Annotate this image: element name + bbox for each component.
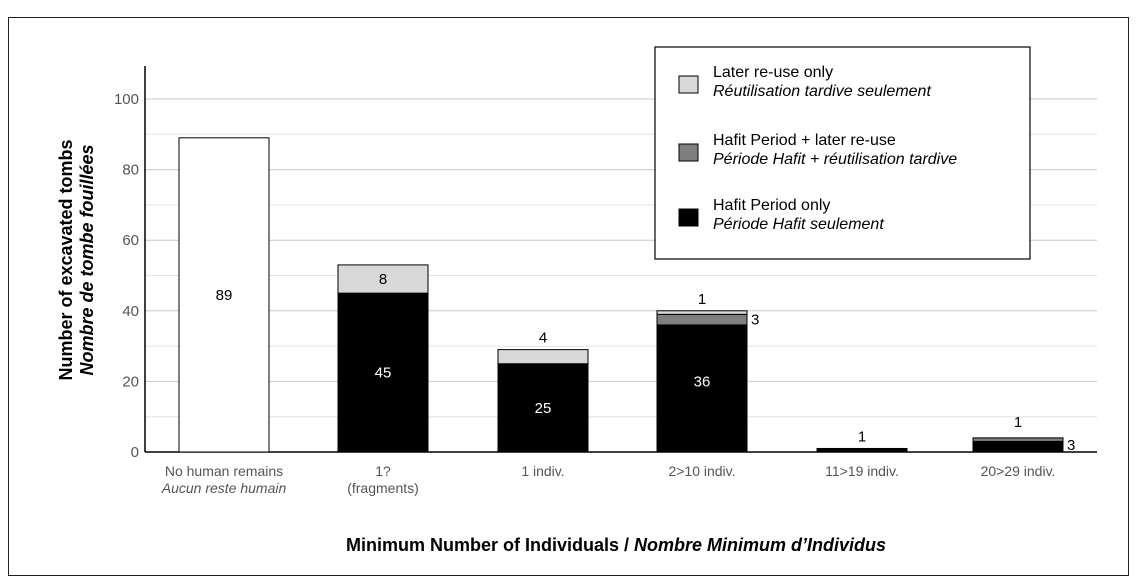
legend-box xyxy=(654,46,1031,260)
legend-label-fr: Période Hafit seulement xyxy=(713,216,884,233)
x-tick-label-sub: Aucun reste humain xyxy=(161,480,287,496)
bar-segment-hafit-period-later-re-use xyxy=(972,437,1064,442)
x-tick-label: No human remains xyxy=(165,463,283,479)
legend-label: Hafit Period + later re-use xyxy=(713,132,896,149)
legend-label: Hafit Period only xyxy=(713,197,830,214)
bar-segment-hafit-period-only xyxy=(337,292,429,453)
y-tick-label: 20 xyxy=(122,373,139,390)
x-tick-label: 1? xyxy=(375,463,391,479)
x-tick-label: 1 indiv. xyxy=(521,463,564,479)
bar-segment-hafit-period-only xyxy=(816,447,908,453)
x-tick-label: 2>10 indiv. xyxy=(668,463,735,479)
y-axis-title-en: Number of excavated tombs xyxy=(56,139,76,380)
bar-segment-hafit-period-only xyxy=(656,324,748,453)
y-tick-label: 100 xyxy=(114,91,139,108)
y-tick-label: 80 xyxy=(122,162,139,179)
x-axis-title-fr: Nombre Minimum d’Individus xyxy=(634,535,886,555)
bar-segment-later-re-use-only xyxy=(337,264,429,294)
bar-value-label: 89 xyxy=(216,287,233,304)
x-axis-title: Minimum Number of Individuals / Nombre M… xyxy=(346,535,886,555)
bar-value-label: 1 xyxy=(1014,414,1022,431)
legend-label: Later re-use only xyxy=(713,64,833,81)
legend-label-fr: Réutilisation tardive seulement xyxy=(713,83,931,100)
bar-value-label: 8 xyxy=(379,271,387,288)
bar-value-label: 36 xyxy=(694,373,711,390)
y-tick-label: 40 xyxy=(122,303,139,320)
bar-value-label: 3 xyxy=(751,312,759,329)
bar-value-label: 3 xyxy=(1067,437,1075,454)
bar-value-label: 4 xyxy=(539,330,547,347)
legend-swatch xyxy=(678,75,699,94)
bar-no-remains xyxy=(178,137,270,453)
x-axis-title-en: Minimum Number of Individuals / xyxy=(346,535,634,555)
bar-value-label: 1 xyxy=(698,291,706,308)
x-tick-label: 11>19 indiv. xyxy=(825,463,899,479)
bar-segment-later-re-use-only xyxy=(656,310,748,315)
y-tick-label: 0 xyxy=(131,444,139,461)
bar-value-label: 45 xyxy=(375,365,392,382)
legend-label-fr: Période Hafit + réutilisation tardive xyxy=(713,151,957,168)
y-axis-title-fr: Nombre de tombe fouillées xyxy=(77,144,97,375)
x-tick-label: 20>29 indiv. xyxy=(981,463,1056,479)
chart-frame xyxy=(8,17,1129,576)
y-axis-title: Number of excavated tombs Nombre de tombe… xyxy=(56,139,97,380)
bar-value-label: 1 xyxy=(858,428,866,445)
bar-segment-later-re-use-only xyxy=(497,349,589,365)
legend-swatch xyxy=(678,208,699,227)
x-tick-label-sub: (fragments) xyxy=(347,480,419,496)
y-tick-label: 60 xyxy=(122,232,139,249)
bar-segment-hafit-period-only xyxy=(972,440,1064,453)
bar-segment-hafit-period-only xyxy=(497,363,589,453)
bar-value-label: 25 xyxy=(535,400,552,417)
bar-segment-hafit-period-later-re-use xyxy=(656,313,748,326)
legend-swatch xyxy=(678,143,699,162)
